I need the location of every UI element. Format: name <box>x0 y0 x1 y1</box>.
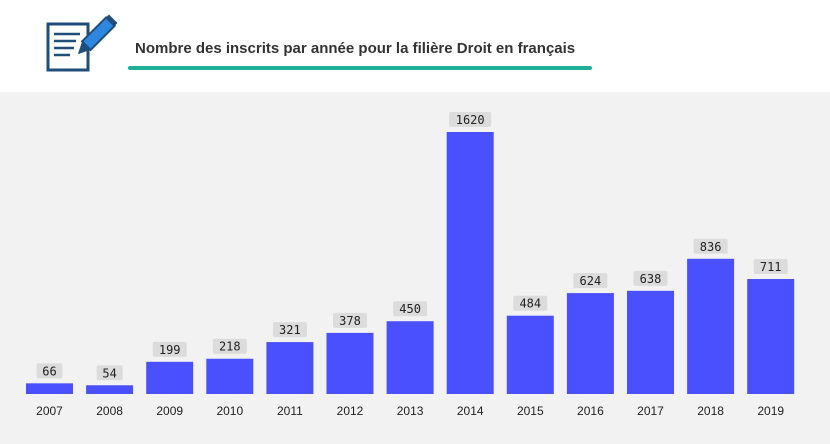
x-tick-label-2019: 2019 <box>757 404 784 418</box>
data-label-2019: 711 <box>760 260 782 274</box>
data-label-2015: 484 <box>519 297 541 311</box>
x-tick-label-2013: 2013 <box>397 404 424 418</box>
x-tick-label-2018: 2018 <box>697 404 724 418</box>
bar-2018 <box>687 258 735 394</box>
data-label-chip-2015 <box>513 295 548 311</box>
data-label-2017: 638 <box>640 272 662 286</box>
data-label-2016: 624 <box>580 274 602 288</box>
document-pen-icon <box>46 14 118 72</box>
bar-2015 <box>506 315 554 394</box>
data-label-chip-2014 <box>449 112 492 127</box>
bar-2017 <box>627 290 674 394</box>
chart-title: Nombre des inscrits par année pour la fi… <box>135 40 576 57</box>
bar-2014 <box>446 132 494 394</box>
bar-2009 <box>146 361 194 394</box>
bar-2011 <box>266 342 314 394</box>
bar-2016 <box>566 293 614 394</box>
x-tick-label-2016: 2016 <box>577 404 604 418</box>
data-label-2011: 321 <box>279 323 301 337</box>
bar-2010 <box>206 358 254 394</box>
data-label-chip-2017 <box>633 270 668 286</box>
bar-2013 <box>386 321 434 394</box>
x-tick-label-2015: 2015 <box>517 404 544 418</box>
data-label-chip-2018 <box>693 238 728 254</box>
data-label-chip-2008 <box>96 365 123 381</box>
title-underline <box>128 66 592 70</box>
data-label-2018: 836 <box>700 240 722 254</box>
x-tick-label-2017: 2017 <box>637 404 664 418</box>
bar-2012 <box>326 332 374 394</box>
bar-2008 <box>86 385 134 394</box>
data-label-chip-2013 <box>393 301 428 317</box>
bar-2007 <box>26 383 73 394</box>
bar-2019 <box>747 279 795 394</box>
x-tick-label-2011: 2011 <box>277 404 303 418</box>
data-label-chip-2019 <box>753 259 788 275</box>
data-label-2007: 66 <box>42 364 56 378</box>
x-tick-label-2009: 2009 <box>156 404 183 418</box>
plot-area: 66 2007 54 2008 199 2009 218 2010 321 2011 378 2012… <box>0 92 830 444</box>
x-tick-label-2014: 2014 <box>457 404 484 418</box>
data-label-chip-2009 <box>152 341 187 357</box>
data-label-2010: 218 <box>219 340 241 354</box>
data-label-2008: 54 <box>102 366 116 380</box>
data-label-chip-2016 <box>573 273 608 289</box>
data-label-2014: 1620 <box>456 113 485 127</box>
data-label-2012: 378 <box>339 314 361 328</box>
data-label-chip-2012 <box>333 312 367 328</box>
bar-chart: 66 2007 54 2008 199 2009 218 2010 321 2011 378 2012… <box>26 112 795 418</box>
data-label-chip-2010 <box>212 338 247 354</box>
data-label-chip-2011 <box>272 322 307 338</box>
x-tick-label-2012: 2012 <box>337 404 364 418</box>
chart-header: Nombre des inscrits par année pour la fi… <box>0 0 830 92</box>
data-label-2009: 199 <box>159 343 181 357</box>
data-label-2013: 450 <box>399 302 421 316</box>
x-tick-label-2008: 2008 <box>96 404 123 418</box>
x-tick-label-2007: 2007 <box>36 404 63 418</box>
data-label-chip-2007 <box>36 363 63 379</box>
x-tick-label-2010: 2010 <box>216 404 243 418</box>
